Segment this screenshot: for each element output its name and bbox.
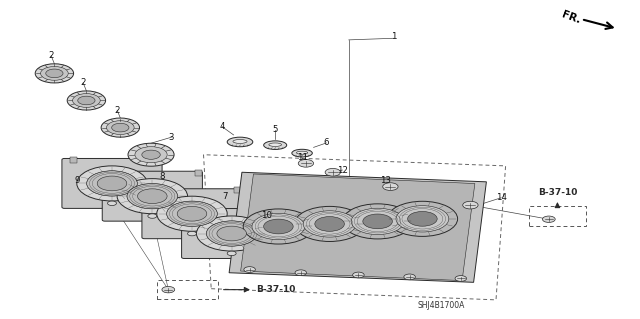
Circle shape [396, 206, 449, 232]
Circle shape [408, 211, 437, 226]
Circle shape [325, 168, 340, 176]
Text: 11: 11 [296, 153, 308, 162]
Circle shape [206, 221, 257, 246]
Bar [110, 170, 118, 176]
Text: 12: 12 [337, 166, 348, 174]
Circle shape [138, 189, 167, 204]
Circle shape [351, 208, 404, 234]
Circle shape [243, 209, 314, 244]
Bar [150, 188, 157, 193]
Text: 2: 2 [49, 51, 54, 60]
Circle shape [77, 166, 147, 201]
Circle shape [217, 226, 246, 241]
Circle shape [67, 91, 106, 110]
Text: 2: 2 [81, 78, 86, 87]
Circle shape [157, 196, 227, 231]
Ellipse shape [292, 149, 312, 157]
Circle shape [135, 147, 167, 163]
Circle shape [298, 160, 314, 167]
Bar [157, 280, 218, 299]
FancyBboxPatch shape [142, 189, 242, 239]
FancyBboxPatch shape [182, 209, 282, 258]
Text: B-37-10: B-37-10 [256, 285, 296, 294]
Circle shape [127, 183, 178, 209]
Bar [195, 170, 202, 176]
Text: 8: 8 [159, 172, 164, 181]
Circle shape [148, 214, 157, 218]
Text: 2: 2 [115, 106, 120, 115]
Circle shape [188, 231, 196, 236]
Circle shape [72, 93, 100, 108]
Polygon shape [229, 172, 486, 282]
FancyBboxPatch shape [102, 171, 202, 221]
Circle shape [543, 216, 555, 222]
FancyBboxPatch shape [62, 159, 162, 208]
Text: 5: 5 [273, 125, 278, 134]
Text: 3: 3 [169, 133, 174, 142]
Ellipse shape [296, 151, 308, 154]
Circle shape [455, 276, 467, 281]
Circle shape [35, 64, 74, 83]
Circle shape [101, 118, 140, 137]
Circle shape [166, 201, 218, 226]
Circle shape [97, 176, 127, 191]
Text: 9: 9 [74, 176, 79, 185]
Text: 14: 14 [495, 193, 507, 202]
Ellipse shape [227, 137, 253, 147]
Text: B-37-10: B-37-10 [538, 189, 577, 197]
Circle shape [78, 96, 95, 105]
Circle shape [404, 274, 415, 280]
Bar [154, 157, 162, 163]
Circle shape [111, 123, 129, 132]
Text: 6: 6 [324, 138, 329, 147]
Circle shape [106, 121, 134, 135]
Bar [70, 157, 77, 163]
Circle shape [46, 69, 63, 78]
Circle shape [244, 267, 255, 272]
Circle shape [295, 270, 307, 276]
Circle shape [387, 201, 458, 236]
Text: SHJ4B1700A: SHJ4B1700A [418, 301, 465, 310]
Circle shape [108, 201, 116, 205]
Circle shape [383, 183, 398, 190]
Text: 10: 10 [261, 211, 273, 219]
Bar [274, 207, 282, 213]
Circle shape [40, 66, 68, 80]
Circle shape [177, 206, 207, 221]
Bar [529, 206, 586, 226]
Circle shape [86, 171, 138, 196]
Text: 4: 4 [220, 122, 225, 131]
Circle shape [303, 211, 356, 237]
Circle shape [353, 272, 364, 278]
Bar [189, 207, 197, 213]
Ellipse shape [233, 139, 247, 143]
Polygon shape [241, 174, 475, 281]
Ellipse shape [264, 141, 287, 149]
Bar [234, 188, 242, 193]
Circle shape [294, 206, 365, 241]
Circle shape [342, 204, 413, 239]
Circle shape [315, 217, 344, 231]
Circle shape [252, 213, 305, 240]
Circle shape [264, 219, 293, 234]
Text: 1: 1 [391, 32, 396, 41]
Circle shape [196, 216, 267, 251]
Circle shape [142, 150, 160, 159]
Ellipse shape [269, 143, 282, 146]
Circle shape [128, 143, 174, 166]
Circle shape [162, 286, 175, 293]
Text: 7: 7 [223, 192, 228, 201]
Text: FR.: FR. [560, 9, 582, 25]
Circle shape [117, 179, 188, 214]
Text: 13: 13 [380, 176, 391, 185]
Circle shape [363, 214, 392, 229]
Circle shape [227, 251, 236, 256]
Circle shape [463, 201, 478, 209]
